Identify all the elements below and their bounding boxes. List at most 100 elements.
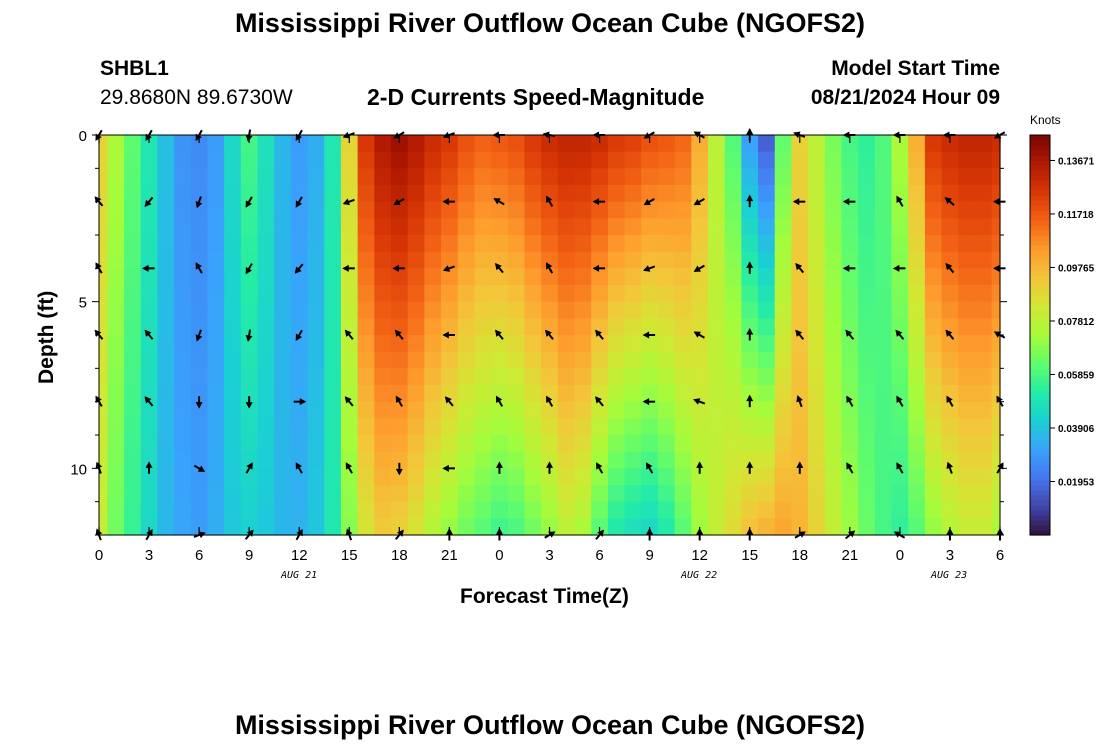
heatmap-cell [224, 518, 242, 536]
heatmap-cell [574, 368, 592, 386]
heatmap-cell [557, 501, 576, 519]
heatmap-cell [190, 351, 209, 369]
heatmap-cell [557, 285, 576, 303]
heatmap-cell [557, 335, 576, 353]
heatmap-cell [741, 185, 759, 203]
heatmap-cell [124, 518, 142, 536]
heatmap-cell [524, 218, 542, 236]
heatmap-cell [891, 418, 909, 436]
current-vector [195, 262, 203, 274]
heatmap-cell [624, 318, 642, 336]
heatmap-cell [908, 235, 926, 253]
heatmap-cell [491, 451, 509, 469]
heatmap-cell [624, 335, 642, 353]
heatmap-cell [107, 385, 125, 403]
heatmap-cell [524, 301, 542, 319]
x-tick-label: 15 [341, 547, 358, 564]
heatmap-cell [357, 501, 375, 519]
heatmap-cell [708, 468, 726, 486]
colorbar-segment [1030, 180, 1050, 186]
heatmap-cell [107, 435, 125, 453]
heatmap-cell [808, 435, 826, 453]
heatmap-cell [107, 218, 125, 236]
heatmap-cell [240, 401, 259, 419]
heatmap-cell [607, 351, 626, 369]
heatmap-cell [340, 168, 359, 186]
heatmap-cell [157, 235, 175, 253]
heatmap-cell [841, 451, 859, 469]
heatmap-cell [207, 301, 225, 319]
heatmap-cell [140, 401, 158, 419]
heatmap-cell [657, 301, 676, 319]
heatmap-cell [240, 335, 259, 353]
heatmap-cell [324, 185, 342, 203]
heatmap-cell [541, 418, 559, 436]
heatmap-cell [724, 318, 742, 336]
heatmap-cell [758, 268, 776, 286]
heatmap-cell [374, 351, 392, 369]
heatmap-cell [824, 235, 843, 253]
heatmap-cell [908, 451, 926, 469]
colorbar-segment [1030, 260, 1050, 266]
heatmap-cell [541, 235, 559, 253]
vector-head [945, 329, 953, 337]
vector-head [393, 198, 401, 206]
vector-head [592, 264, 600, 272]
heatmap-cell [641, 151, 659, 169]
vector-head [746, 261, 754, 268]
current-vector [946, 461, 954, 474]
colorbar-segment [1030, 225, 1050, 231]
heatmap-cell [641, 351, 659, 369]
vector-head [746, 194, 754, 202]
heatmap-cell [924, 235, 943, 253]
heatmap-cell [124, 201, 142, 219]
heatmap-cell [157, 201, 175, 219]
heatmap-cell [657, 418, 676, 436]
heatmap-cell [874, 485, 893, 503]
heatmap-cell [541, 501, 559, 519]
heatmap-cell [174, 218, 192, 236]
heatmap-cell [257, 168, 275, 186]
heatmap-cell [991, 285, 1001, 303]
heatmap-cell [991, 368, 1001, 386]
heatmap-cell [190, 285, 209, 303]
heatmap-cell [974, 185, 993, 203]
heatmap-cell [474, 335, 492, 353]
heatmap-cell [974, 501, 993, 519]
heatmap-cell [924, 318, 943, 336]
heatmap-cell [524, 185, 542, 203]
vector-head [195, 334, 203, 342]
heatmap-cell [974, 218, 993, 236]
heatmap-cell [424, 151, 442, 169]
current-vector [842, 198, 856, 206]
heatmap-cell [290, 435, 309, 453]
heatmap-cell [841, 168, 859, 186]
heatmap-cell [941, 151, 959, 169]
heatmap-cell [340, 151, 359, 169]
heatmap-cell [891, 235, 909, 253]
heatmap-cell [157, 301, 175, 319]
heatmap-cell [290, 401, 309, 419]
heatmap-cell [557, 368, 576, 386]
heatmap-cell [758, 385, 776, 403]
heatmap-cell [207, 501, 225, 519]
heatmap-cell [157, 351, 175, 369]
heatmap-cell [374, 485, 392, 503]
heatmap-cell [958, 335, 976, 353]
colorbar-segment [1030, 500, 1050, 506]
heatmap-cell [974, 285, 993, 303]
heatmap-cell [491, 351, 509, 369]
colorbar-segment [1030, 230, 1050, 236]
heatmap-cell [708, 285, 726, 303]
heatmap-cell [124, 485, 142, 503]
vector-head [693, 265, 701, 272]
heatmap-cell [390, 151, 409, 169]
heatmap-cell [474, 268, 492, 286]
heatmap-cell [541, 401, 559, 419]
heatmap-cell [858, 401, 876, 419]
x-tick-label: 9 [645, 547, 653, 564]
heatmap-cell [357, 518, 375, 536]
heatmap-cell [274, 301, 292, 319]
heatmap-cell [591, 485, 609, 503]
heatmap-cell [99, 235, 108, 253]
